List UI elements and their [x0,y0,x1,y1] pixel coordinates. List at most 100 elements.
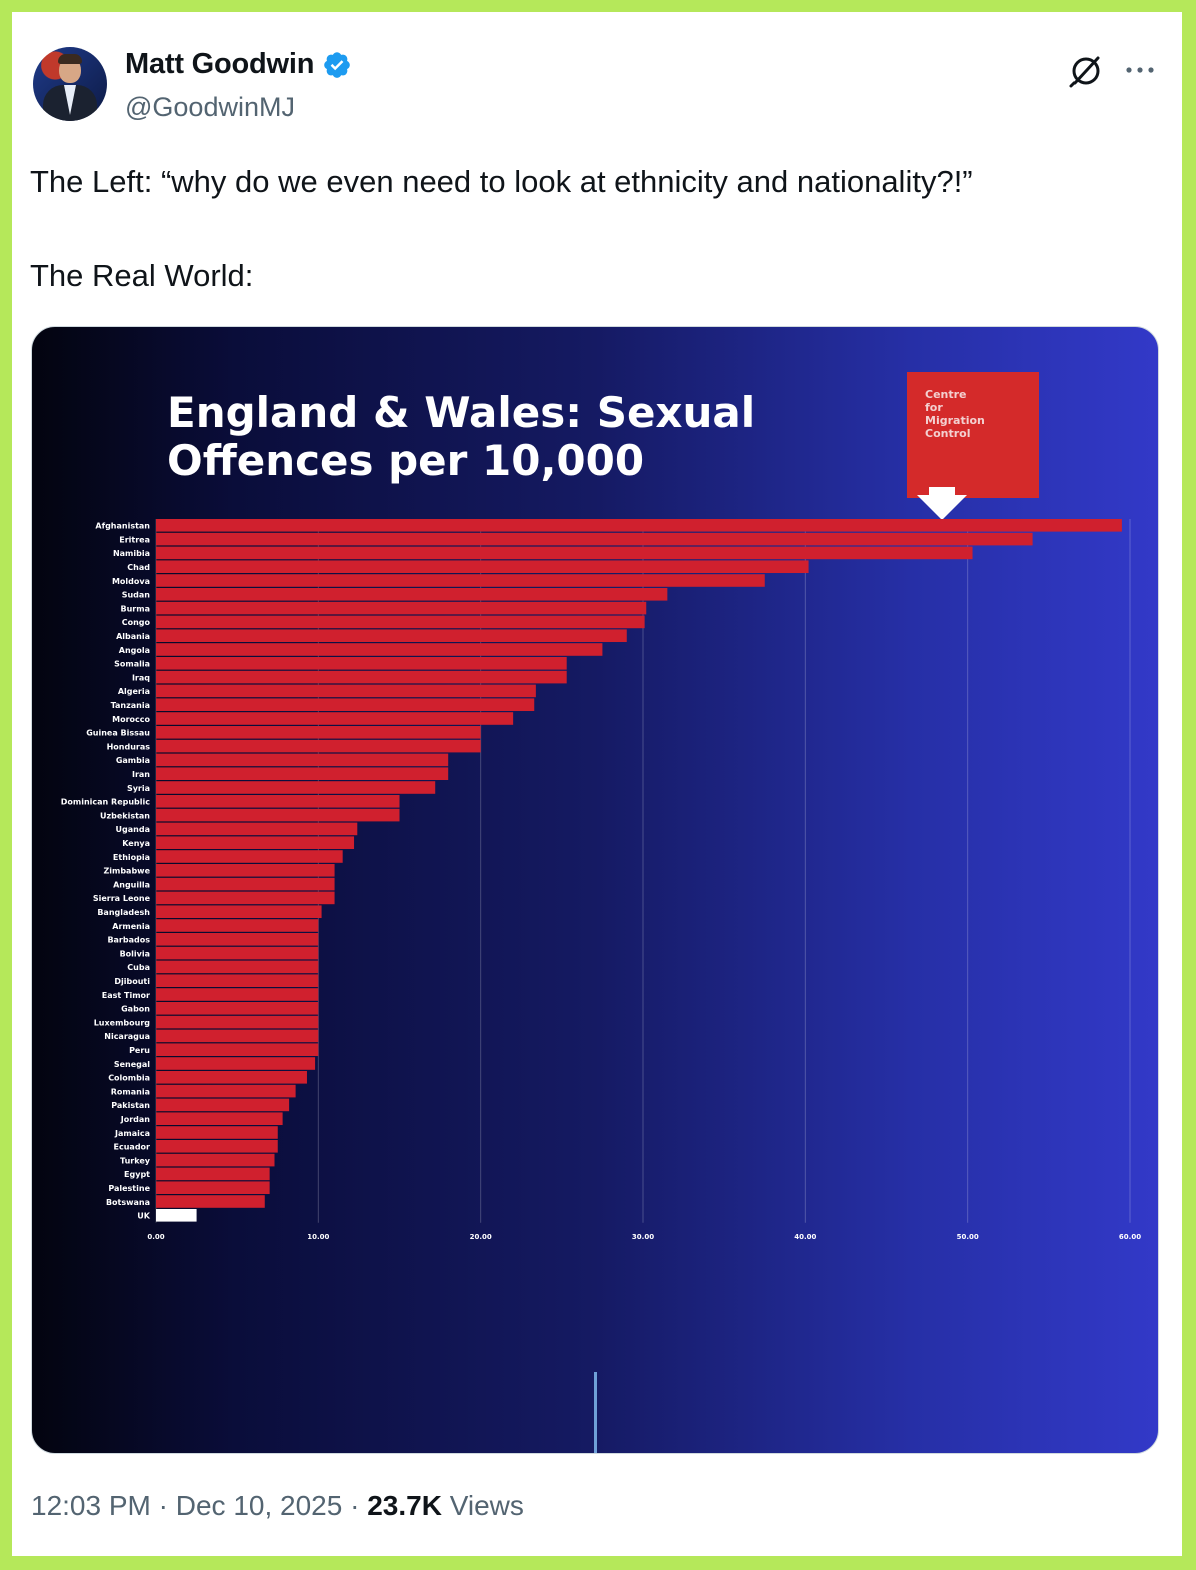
bar-iran [156,767,449,780]
bar-peru [156,1043,319,1056]
category-label: Angola [119,646,150,655]
category-label: Ecuador [114,1143,151,1152]
x-tick-label: 50.00 [957,1233,979,1241]
bar-sierra-leone [156,891,335,905]
bar-uzbekistan [156,808,400,822]
category-label: Albania [116,632,150,641]
bar-djibouti [156,974,319,987]
bar-senegal [156,1057,316,1070]
bar-somalia [156,657,567,670]
more-icon[interactable] [1120,50,1160,90]
bar-honduras [156,739,481,753]
bar-uk [156,1209,197,1222]
bar-morocco [156,712,514,725]
bar-jordan [156,1112,283,1125]
category-label: Ethiopia [113,853,150,862]
video-scrub-line [594,1372,597,1453]
category-label: Eritrea [119,535,150,544]
tweet-media-image[interactable]: England & Wales: Sexual Offences per 10,… [31,326,1159,1454]
bar-bangladesh [156,905,322,918]
tweet-line-1: The Left: “why do we even need to look a… [30,164,973,199]
category-label: Bangladesh [97,908,150,917]
bar-jamaica [156,1126,278,1139]
author-name-row: Matt Goodwin [125,48,352,81]
avatar-hair [58,54,82,64]
bar-ecuador [156,1140,278,1153]
x-tick-label: 40.00 [794,1233,816,1241]
category-label: Algeria [118,687,150,696]
bar-gabon [156,1002,319,1015]
category-label: Morocco [112,715,150,724]
category-label: Turkey [120,1156,151,1165]
bar-syria [156,781,436,794]
bar-sudan [156,588,668,601]
meta-separator: · [150,1490,176,1521]
logo-text-line-2: for [925,401,943,414]
bar-east-timor [156,988,319,1001]
category-label: Syria [127,784,150,793]
bar-nicaragua [156,1029,319,1043]
category-label: UK [137,1212,150,1221]
bar-armenia [156,919,319,932]
grok-icon[interactable] [1066,50,1106,90]
tweet-line-2: The Real World: [30,258,254,293]
category-label: Chad [127,563,150,572]
bar-dominican-republic [156,795,400,808]
category-label: Guinea Bissau [86,729,150,738]
category-label: Armenia [112,922,150,931]
bar-chart: England & Wales: Sexual Offences per 10,… [61,372,1141,1453]
bar-burma [156,601,647,615]
category-label: East Timor [102,991,150,1000]
author-name[interactable]: Matt Goodwin [125,48,315,80]
category-label: Gambia [116,756,150,765]
bar-angola [156,643,603,656]
bar-palestine [156,1181,270,1194]
category-label: Luxembourg [94,1018,151,1027]
chart-bars [156,519,1122,1222]
logo-box: Centre for Migration Control [907,372,1039,520]
bar-namibia [156,546,973,560]
verified-badge-icon [324,51,351,78]
category-label: Moldova [112,577,150,586]
bar-congo [156,615,645,629]
tweet-date[interactable]: Dec 10, 2025 [175,1490,343,1521]
bar-kenya [156,836,355,849]
category-label: Colombia [108,1074,150,1083]
category-label: Tanzania [111,701,150,710]
bar-zimbabwe [156,864,335,877]
logo-text-line-3: Migration [925,414,985,427]
bar-guinea-bissau [156,726,481,739]
bar-tanzania [156,698,535,711]
x-tick-label: 60.00 [1119,1233,1141,1241]
bar-cuba [156,960,319,974]
x-tick-label: 30.00 [632,1233,654,1241]
x-tick-label: 0.00 [147,1233,164,1241]
category-label: Sierra Leone [93,894,151,903]
bar-chad [156,560,809,573]
bar-colombia [156,1071,307,1084]
category-label: Uzbekistan [100,811,150,820]
category-label: Somalia [114,660,150,669]
bar-moldova [156,574,765,587]
logo-text-line-4: Control [925,427,970,440]
category-label: Nicaragua [104,1032,150,1041]
category-label: Cuba [127,963,150,972]
avatar[interactable] [33,47,107,121]
author-handle[interactable]: @GoodwinMJ [125,92,295,122]
category-label: Kenya [122,839,150,848]
tweet-text: The Left: “why do we even need to look a… [30,158,1160,299]
category-label: Anguilla [113,880,150,889]
bar-iraq [156,670,567,684]
category-label: Egypt [124,1170,150,1179]
bar-pakistan [156,1098,290,1112]
category-label: Senegal [114,1060,150,1069]
bar-egypt [156,1167,270,1181]
tweet-time[interactable]: 12:03 PM [31,1490,151,1521]
views-count: 23.7K [367,1490,442,1521]
category-label: Pakistan [111,1101,150,1110]
views-label: Views [441,1490,524,1521]
category-label: Gabon [121,1005,150,1014]
tweet-spacer [30,205,1160,252]
meta-separator: · [342,1490,368,1521]
category-label: Sudan [122,591,151,600]
